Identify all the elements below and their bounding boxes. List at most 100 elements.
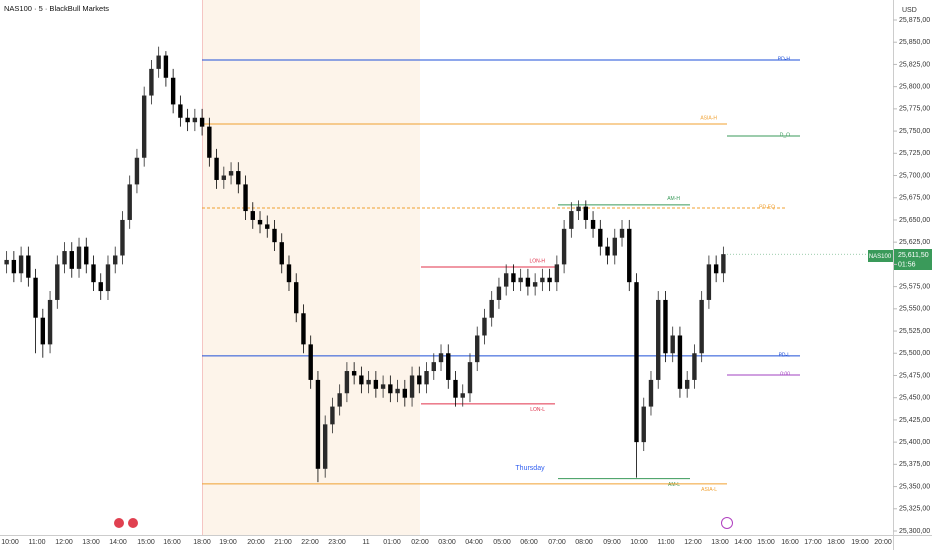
x-tick-label: 15:00 [137, 539, 155, 546]
candle-body [214, 157, 219, 180]
y-tick-label: 25,575,00 [899, 283, 930, 290]
y-tick-label: 25,775,00 [899, 106, 930, 113]
candle-body [713, 264, 719, 274]
x-tick-label: 09:00 [603, 539, 621, 546]
event-icon[interactable] [721, 517, 733, 529]
candle-body [272, 228, 277, 243]
y-tick-label: 25,550,00 [899, 306, 930, 313]
candle-body [134, 157, 140, 185]
x-tick-label: 10:00 [630, 539, 648, 546]
x-tick-label: 18:00 [827, 539, 845, 546]
candle-body [178, 104, 183, 118]
level-label: D_O [780, 132, 790, 138]
y-tick-label: 25,500,00 [899, 350, 930, 357]
candle-body [438, 353, 444, 363]
candle-body [380, 384, 386, 389]
candle-body [576, 206, 581, 212]
candle-body [721, 254, 726, 274]
candle-body [670, 335, 675, 354]
x-tick-label: 06:00 [520, 539, 538, 546]
candle-body [503, 273, 509, 287]
candle-body [677, 335, 683, 389]
candle-body [286, 264, 292, 283]
level-label: LON-L [530, 407, 545, 413]
candle-body [69, 251, 74, 269]
x-tick-label: 16:00 [163, 539, 181, 546]
candle-body [98, 282, 103, 292]
candle-body [47, 299, 53, 345]
candle-body [489, 299, 494, 318]
candle-body [11, 259, 17, 274]
candle-body [257, 219, 263, 225]
candle-body [583, 206, 589, 220]
candle-body [228, 171, 234, 176]
candle-body [315, 379, 321, 469]
candle-body [373, 379, 379, 389]
candle-body [344, 371, 350, 394]
candle-body [127, 184, 132, 220]
level-label: PD-H [778, 56, 791, 62]
candle-body [431, 362, 436, 372]
candle-body [547, 277, 552, 283]
y-tick-label: 25,825,00 [899, 61, 930, 68]
candle-body [482, 317, 487, 336]
x-tick-label: 19:00 [851, 539, 869, 546]
level-label: ASIA-L [701, 487, 717, 493]
candle-body [684, 379, 690, 389]
candle-body [612, 237, 617, 256]
x-tick-label: 11:00 [658, 539, 675, 546]
candle-body [663, 299, 668, 354]
level-label: PD-EQ [759, 204, 775, 210]
event-icon[interactable] [114, 518, 124, 528]
y-tick-label: 25,425,00 [899, 417, 930, 424]
candle-body [105, 264, 111, 292]
y-tick-label: 25,700,00 [899, 172, 930, 179]
candle-body [170, 77, 176, 105]
candle-body [294, 282, 299, 314]
y-tick-label: 25,350,00 [899, 483, 930, 490]
candle-body [337, 393, 342, 407]
level-label: 0:00 [780, 371, 790, 377]
candle-body [402, 388, 408, 398]
candle-body [634, 282, 639, 443]
currency: USD [902, 7, 917, 14]
x-tick-label: 20:00 [874, 539, 892, 546]
y-tick-label: 25,750,00 [899, 128, 930, 135]
candle-body [569, 211, 574, 229]
candle-body [236, 171, 241, 185]
candle-body [540, 277, 545, 283]
candle-body [511, 273, 516, 283]
chart-title: NAS100 · 5 · BlackBull Markets [4, 4, 109, 13]
candle-body [279, 242, 284, 265]
y-tick-label: 25,300,00 [899, 528, 930, 535]
candle-body [532, 282, 538, 287]
candle-body [308, 344, 313, 380]
symbol-tag-text: NAS100 [869, 254, 892, 260]
x-tick-label: 12:00 [684, 539, 702, 546]
candle-body [518, 277, 523, 283]
candle-body [250, 211, 255, 220]
asia-session [202, 0, 420, 535]
candle-body [163, 55, 169, 78]
candle-body [366, 379, 371, 385]
x-tick-label: 10:00 [1, 539, 19, 546]
candle-body [91, 264, 96, 283]
candle-body [18, 255, 24, 274]
y-tick-label: 25,525,00 [899, 328, 930, 335]
candle-body [388, 384, 393, 394]
candle-body [417, 375, 422, 385]
level-label: PD-L [779, 352, 791, 358]
candle-body [330, 406, 335, 425]
candle-body [120, 219, 125, 256]
candle-body [322, 424, 328, 469]
candle-body [40, 317, 46, 345]
candle-body [149, 68, 154, 96]
candle-body [692, 353, 697, 380]
x-tick-label: 12:00 [55, 539, 73, 546]
event-icon[interactable] [128, 518, 138, 528]
candle-body [265, 224, 270, 229]
candle-body [554, 264, 560, 283]
candle-body [598, 228, 603, 247]
candle-body [141, 95, 147, 158]
